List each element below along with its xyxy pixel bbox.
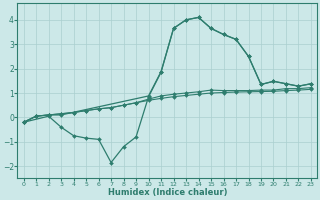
X-axis label: Humidex (Indice chaleur): Humidex (Indice chaleur): [108, 188, 227, 197]
